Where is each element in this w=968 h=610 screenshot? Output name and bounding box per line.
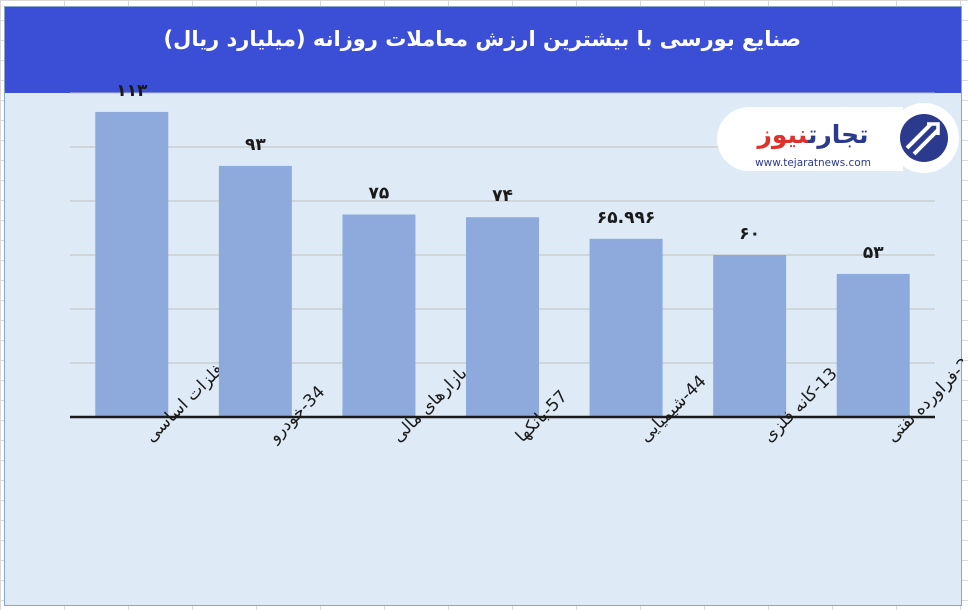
tejaratnews-emblem-icon (900, 114, 948, 162)
title-bar: صنایع بورسی با بیشترین ارزش معاملات روزا… (5, 7, 961, 93)
tejaratnews-logo: تجارتنیوز www.tejaratnews.com (717, 99, 959, 179)
data-label: ۱۱۳ (116, 81, 148, 101)
data-label: ۷۴ (492, 186, 513, 206)
bar (466, 217, 539, 417)
data-label: ۷۵ (369, 184, 390, 204)
data-label: ۶۵.۹۹۶ (597, 208, 655, 228)
chart-title: صنایع بورسی با بیشترین ارزش معاملات روزا… (163, 27, 801, 51)
bar (342, 214, 416, 417)
logo-url: www.tejaratnews.com (755, 157, 871, 169)
chart-area: صنایع بورسی با بیشترین ارزش معاملات روزا… (4, 6, 963, 606)
logo-name-part1: تجارت (807, 120, 869, 149)
logo-name: تجارتنیوز (725, 121, 901, 149)
bar (836, 273, 910, 417)
logo-background: تجارتنیوز www.tejaratnews.com (717, 107, 903, 171)
bar (95, 111, 169, 418)
bar (218, 165, 292, 417)
data-label: ۶۰ (739, 224, 760, 244)
data-label: ۹۳ (245, 135, 266, 155)
bar (713, 255, 787, 417)
data-label: ۵۳ (863, 243, 884, 263)
bar (589, 238, 663, 417)
logo-name-part2: نیوز (757, 120, 808, 149)
